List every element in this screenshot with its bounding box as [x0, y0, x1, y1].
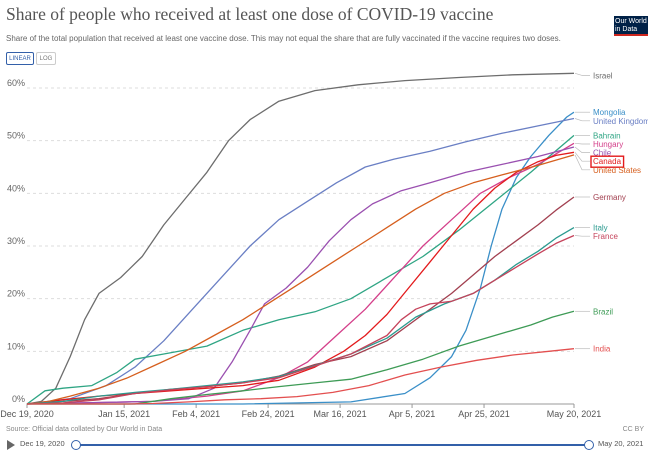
y-tick-label: 60%: [7, 78, 25, 88]
label-connector: [574, 146, 590, 153]
series-lines: [26, 72, 575, 405]
x-tick-label: Apr 25, 2021: [458, 409, 510, 419]
series-label-united-kingdom[interactable]: United Kingdom: [593, 117, 648, 126]
label-connector: [574, 142, 590, 145]
axes: 0% 10% 20% 30% 40% 50% 60% Dec 19, 2020 Jan 15, …: [0, 78, 601, 419]
x-tick-label: Feb 4, 2021: [172, 409, 220, 419]
y-tick-label: 50%: [7, 131, 25, 141]
logo-accent-bar: [614, 34, 648, 36]
y-tick-label: 30%: [7, 236, 25, 246]
series-label-italy[interactable]: Italy: [593, 224, 608, 233]
series-line-mongolia[interactable]: [27, 111, 575, 405]
timeline-track[interactable]: [76, 444, 590, 446]
series-line-hungary[interactable]: [26, 142, 575, 405]
x-tick-label: Apr 5, 2021: [389, 409, 436, 419]
linear-scale-button[interactable]: LINEAR: [6, 52, 34, 65]
logo-line-2: in Data: [615, 26, 638, 33]
series-label-chile[interactable]: Chile: [593, 149, 612, 158]
series-label-canada[interactable]: Canada: [593, 157, 622, 166]
source-note: Source: Official data collated by Our Wo…: [6, 426, 163, 433]
series-line-chile[interactable]: [26, 146, 575, 405]
label-connector: [574, 152, 590, 162]
license-link[interactable]: CC BY: [622, 426, 644, 433]
timeline-start-handle[interactable]: [71, 440, 81, 450]
series-label-united-states[interactable]: United States: [593, 166, 641, 175]
x-tick-label: Mar 16, 2021: [314, 409, 367, 419]
label-connector: [574, 154, 590, 171]
chart-subtitle: Share of the total population that recei…: [6, 34, 561, 43]
series-line-brazil[interactable]: [27, 310, 575, 405]
label-connector: [574, 235, 590, 237]
series-label-mongolia[interactable]: Mongolia: [593, 108, 626, 117]
series-label-france[interactable]: France: [593, 232, 618, 241]
highlight-box: [590, 155, 625, 168]
timeline-start-label: Dec 19, 2020: [20, 439, 65, 448]
x-tick-label: May 20, 2021: [547, 409, 602, 419]
series-label-bahrain[interactable]: Bahrain: [593, 131, 621, 140]
series-line-united-states[interactable]: [26, 154, 575, 405]
y-tick-label: 0%: [12, 394, 25, 404]
y-tick-label: 20%: [7, 289, 25, 299]
log-scale-button[interactable]: LOG: [36, 52, 56, 65]
series-line-united-kingdom[interactable]: [26, 117, 575, 405]
series-line-bahrain[interactable]: [26, 134, 575, 405]
y-tick-label: 10%: [7, 341, 25, 351]
x-tick-label: Jan 15, 2021: [98, 409, 150, 419]
series-line-israel[interactable]: [26, 72, 575, 405]
series-line-italy[interactable]: [26, 227, 575, 405]
timeline-end-label: May 20, 2021: [598, 439, 644, 448]
y-tick-label: 40%: [7, 183, 25, 193]
series-label-hungary[interactable]: Hungary: [593, 140, 623, 149]
owid-logo[interactable]: Our World in Data: [614, 16, 648, 36]
play-icon[interactable]: [7, 440, 15, 450]
series-label-germany[interactable]: Germany: [593, 193, 626, 202]
series-label-india[interactable]: India: [593, 345, 611, 354]
label-connector: [574, 118, 590, 122]
label-connector: [574, 72, 590, 76]
timeline-end-handle[interactable]: [584, 440, 594, 450]
logo-line-1: Our World: [615, 18, 647, 25]
x-tick-label: Feb 24, 2021: [242, 409, 295, 419]
series-label-brazil[interactable]: Brazil: [593, 307, 613, 316]
series-label-israel[interactable]: Israel: [593, 71, 613, 80]
x-tick-label: Dec 19, 2020: [0, 409, 54, 419]
chart-title: Share of people who received at least on…: [6, 4, 494, 24]
timeline-slider: Dec 19, 2020 May 20, 2021: [0, 438, 648, 452]
series-line-france[interactable]: [26, 234, 575, 405]
series-line-india[interactable]: [27, 348, 575, 405]
